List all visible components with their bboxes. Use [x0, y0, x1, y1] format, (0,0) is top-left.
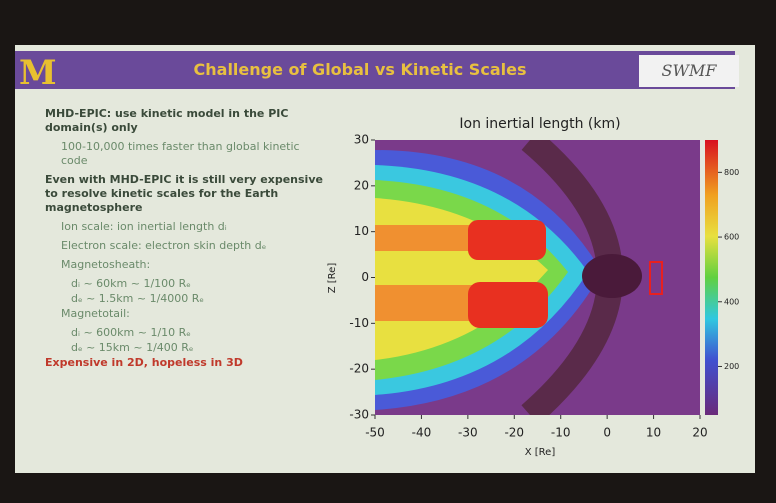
y-tick-label: -10: [349, 316, 369, 330]
axes: -50 -40 -30 -20 -10 0 10 20 -30 -20 -10 0 10 20 30 200 4…: [349, 133, 739, 440]
earth-region: [582, 254, 642, 298]
y-tick-label: -20: [349, 362, 369, 376]
colorbar: [705, 140, 718, 415]
bullet: Magnetosheath:: [61, 258, 151, 271]
region: [375, 225, 475, 251]
bullet: dᵢ ~ 60km ~ 1/100 Rₑ: [71, 277, 191, 290]
colorbar-tick-label: 600: [724, 233, 739, 242]
colorbar-tick-label: 400: [724, 297, 739, 306]
y-tick-label: 0: [361, 270, 369, 284]
bullet: Expensive in 2D, hopeless in 3D: [45, 356, 243, 369]
plot-title: Ion inertial length (km): [459, 116, 620, 132]
bullet: Even with MHD-EPIC it is still very expe…: [45, 173, 323, 214]
region: [468, 282, 548, 328]
colorbar-tick-label: 200: [724, 362, 739, 371]
bullet: dᵢ ~ 600km ~ 1/10 Rₑ: [71, 326, 191, 339]
bullet: MHD-EPIC: use kinetic model in the PIC d…: [45, 107, 289, 134]
x-tick-label: -30: [458, 426, 478, 440]
x-tick-label: 10: [646, 426, 661, 440]
x-label: X [Re]: [525, 447, 556, 458]
bullet: Ion scale: ion inertial length dᵢ: [61, 220, 227, 233]
color-map: [375, 140, 700, 415]
region: [375, 285, 475, 321]
y-tick-label: 20: [354, 178, 369, 192]
pic-box: [649, 261, 663, 295]
x-tick-label: -40: [412, 426, 432, 440]
colorbar-tick-label: 800: [724, 168, 739, 177]
slide-title: Challenge of Global vs Kinetic Scales: [193, 60, 527, 79]
y-tick-label: 30: [354, 133, 369, 147]
x-tick-label: 0: [603, 426, 611, 440]
bullet: 100-10,000 times faster than global kine…: [61, 140, 300, 167]
bullet: Electron scale: electron skin depth dₑ: [61, 239, 267, 252]
brand-logo: SWMF: [639, 55, 739, 87]
bullet-list: MHD-EPIC: use kinetic model in the PIC d…: [27, 107, 327, 375]
y-tick-label: -30: [349, 408, 369, 422]
bullet: dₑ ~ 1.5km ~ 1/4000 Rₑ: [71, 292, 204, 305]
header: M Challenge of Global vs Kinetic Scales …: [15, 51, 739, 93]
x-tick-label: 20: [692, 426, 707, 440]
bullet: Magnetotail:: [61, 307, 130, 320]
region: [468, 220, 546, 260]
x-tick-label: -10: [551, 426, 571, 440]
y-tick-label: 10: [354, 224, 369, 238]
x-tick-label: -20: [504, 426, 524, 440]
logo: M: [19, 53, 57, 93]
y-label: Z [Re]: [327, 263, 338, 294]
bullet: dₑ ~ 15km ~ 1/400 Rₑ: [71, 341, 194, 354]
x-tick-label: -50: [365, 426, 385, 440]
